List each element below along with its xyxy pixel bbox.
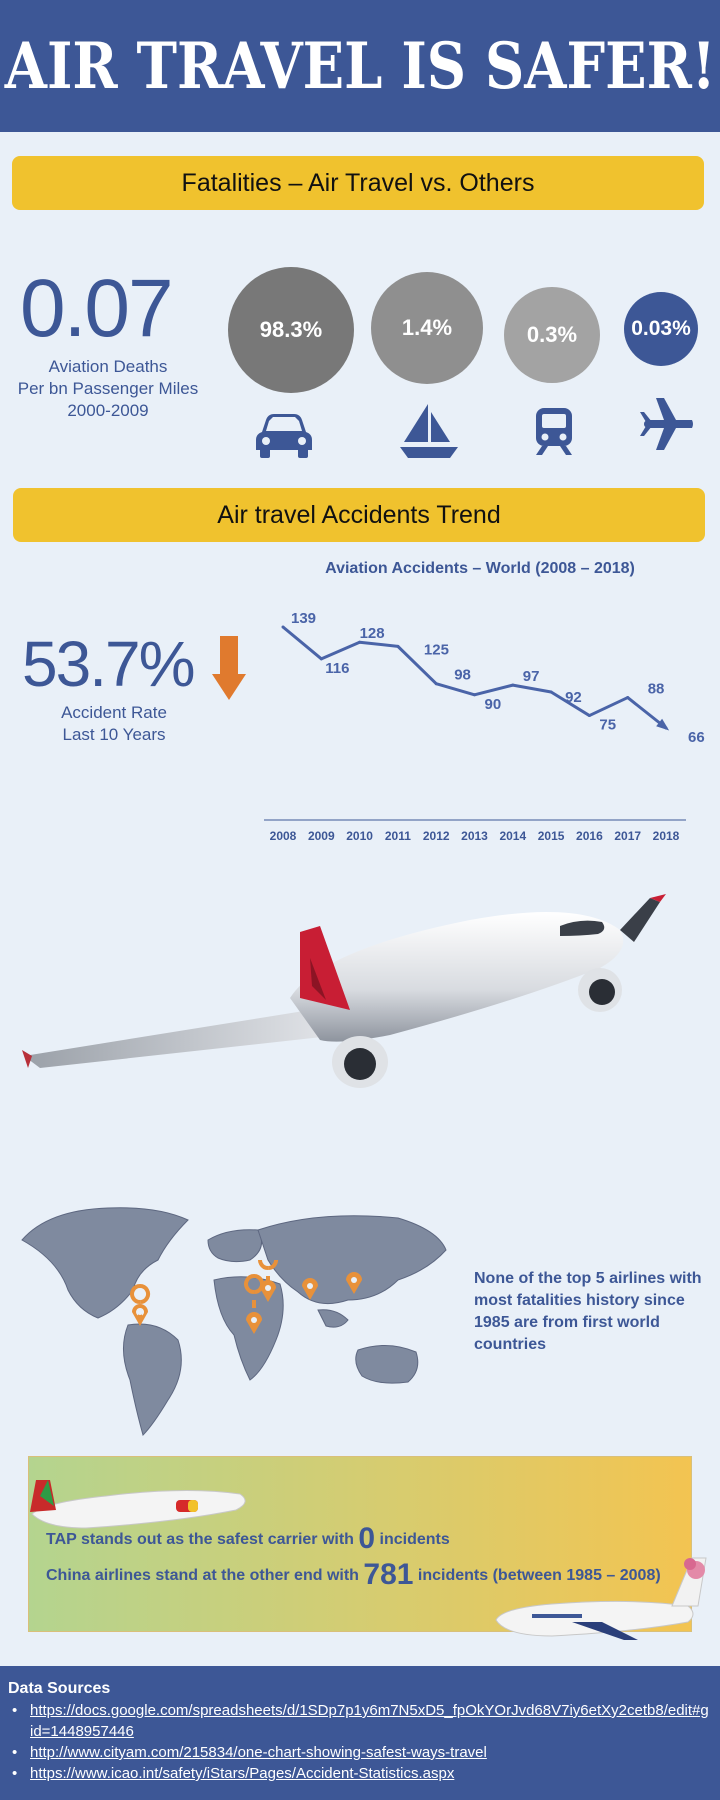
car-share-circle: 98.3% <box>228 267 354 393</box>
train-icon <box>536 408 572 455</box>
chart-x-tick-label: 2014 <box>499 829 526 843</box>
chart-data-label: 128 <box>360 625 385 642</box>
aviation-deaths-label: Aviation Deaths Per bn Passenger Miles 2… <box>8 356 208 422</box>
china-incident-count: 781 <box>363 1558 414 1591</box>
aviation-deaths-label-line: 2000-2009 <box>67 401 149 420</box>
train-share-circle: 0.3% <box>504 287 600 383</box>
source-link[interactable]: http://www.cityam.com/215834/one-chart-s… <box>8 1742 712 1763</box>
chart-data-point <box>434 682 438 686</box>
data-sources-title: Data Sources <box>8 1680 111 1697</box>
accident-rate-value: 53.7% <box>22 628 195 700</box>
chart-data-label: 75 <box>599 717 616 734</box>
page-title: AIR TRAVEL IS SAFER! <box>4 28 716 104</box>
chart-data-label: 66 <box>688 729 705 746</box>
chart-data-label: 97 <box>523 668 540 685</box>
china-airlines-airplane-illustration <box>495 1557 707 1640</box>
chart-data-label: 92 <box>565 689 582 706</box>
location-pin-icon <box>244 1274 264 1308</box>
chart-x-tick-label: 2015 <box>538 829 565 843</box>
chart-x-tick-label: 2017 <box>614 829 641 843</box>
header-banner: AIR TRAVEL IS SAFER! <box>0 0 720 132</box>
tap-prefix: TAP stands out as the safest carrier wit… <box>46 1531 354 1548</box>
accident-rate-label: Accident Rate Last 10 Years <box>14 702 214 746</box>
accident-rate-label-line: Last 10 Years <box>62 725 166 744</box>
chart-data-label: 98 <box>454 667 471 684</box>
source-link[interactable]: https://docs.google.com/spreadsheets/d/1… <box>8 1700 712 1742</box>
fatalities-section-heading: Fatalities – Air Travel vs. Others <box>12 156 704 210</box>
airplane-icon <box>640 398 693 450</box>
tap-airplane-illustration <box>30 1480 246 1529</box>
chart-data-point <box>549 690 553 694</box>
boat-share-circle: 1.4% <box>371 272 483 384</box>
chart-x-tick-label: 2009 <box>308 829 335 843</box>
chart-data-label: 139 <box>291 610 316 627</box>
chart-data-point <box>511 683 515 687</box>
airplane-share-circle: 0.03% <box>624 292 698 366</box>
source-link[interactable]: https://www.icao.int/safety/iStars/Pages… <box>8 1763 712 1784</box>
chart-x-tick-label: 2008 <box>270 829 297 843</box>
chart-x-tick-label: 2018 <box>653 829 680 843</box>
chart-series-line <box>282 625 667 730</box>
tap-incidents-line: TAP stands out as the safest carrier wit… <box>46 1522 450 1556</box>
china-suffix: incidents (between 1985 – 2008) <box>417 1567 661 1584</box>
tap-incident-count: 0 <box>358 1522 376 1555</box>
accident-rate-label-line: Accident Rate <box>61 703 167 722</box>
down-arrow-icon <box>212 636 246 700</box>
chart-x-tick-label: 2011 <box>385 829 411 843</box>
china-prefix: China airlines stand at the other end wi… <box>46 1567 359 1584</box>
car-icon <box>256 414 312 458</box>
chart-data-label: 116 <box>325 660 349 677</box>
chart-data-point <box>664 726 668 730</box>
chart-data-label: 90 <box>485 696 502 713</box>
aviation-deaths-label-line: Aviation Deaths <box>48 357 168 376</box>
airliner-illustration <box>22 894 666 1088</box>
chart-x-tick-label: 2013 <box>461 829 488 843</box>
trend-section-heading: Air travel Accidents Trend <box>13 488 705 542</box>
world-map-caption: None of the top 5 airlines with most fat… <box>474 1270 702 1353</box>
chart-data-point <box>358 640 362 644</box>
china-airlines-incidents-line: China airlines stand at the other end wi… <box>46 1558 661 1592</box>
chart-data-label: 125 <box>424 641 449 658</box>
chart-data-label: 88 <box>648 681 665 698</box>
aviation-deaths-label-line: Per bn Passenger Miles <box>17 379 199 398</box>
chart-x-tick-label: 2010 <box>346 829 373 843</box>
chart-data-point <box>281 625 285 629</box>
sailboat-icon <box>400 404 458 458</box>
tap-suffix: incidents <box>379 1531 450 1548</box>
data-sources-footer: Data Sources https://docs.google.com/spr… <box>0 1666 720 1800</box>
chart-title: Aviation Accidents – World (2008 – 2018) <box>325 560 635 577</box>
chart-data-point <box>626 696 630 700</box>
aviation-deaths-value: 0.07 <box>20 263 174 354</box>
location-pin-icon <box>132 1304 148 1326</box>
chart-data-point <box>319 657 323 661</box>
accidents-line-chart: 139 116 128 125 98 90 97 92 75 88 66 2008 2009 2010 20… <box>264 610 705 843</box>
chart-x-tick-label: 2012 <box>423 829 450 843</box>
chart-data-point <box>473 693 476 697</box>
chart-data-point <box>587 714 591 718</box>
location-markers <box>130 1260 362 1334</box>
chart-data-point <box>396 644 400 648</box>
chart-x-tick-label: 2016 <box>576 829 603 843</box>
